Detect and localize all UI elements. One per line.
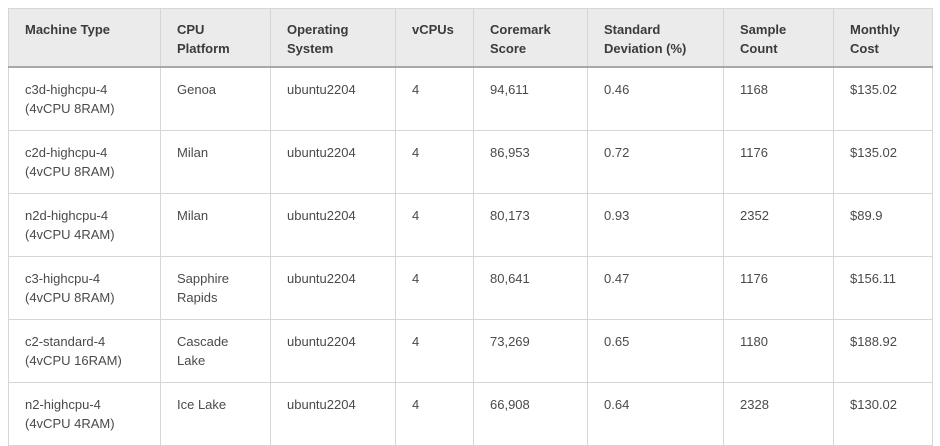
cell-vcpus: 4 bbox=[395, 256, 474, 320]
cell-operating-system: ubuntu2204 bbox=[270, 66, 396, 131]
cell-standard-deviation: 0.64 bbox=[587, 382, 724, 446]
cell-coremark-score: 80,641 bbox=[473, 256, 588, 320]
cell-standard-deviation: 0.65 bbox=[587, 319, 724, 383]
cell-machine-type: c2d-highcpu-4 (4vCPU 8RAM) bbox=[8, 130, 161, 194]
cell-monthly-cost: $135.02 bbox=[833, 130, 933, 194]
cell-monthly-cost: $135.02 bbox=[833, 66, 933, 131]
cell-vcpus: 4 bbox=[395, 66, 474, 131]
column-header-coremark-score: Coremark Score bbox=[473, 8, 588, 68]
table-body: c3d-highcpu-4 (4vCPU 8RAM) Genoa ubuntu2… bbox=[8, 66, 933, 446]
cell-sample-count: 1168 bbox=[723, 66, 834, 131]
column-header-operating-system: Operating System bbox=[270, 8, 396, 68]
cell-machine-type: n2d-highcpu-4 (4vCPU 4RAM) bbox=[8, 193, 161, 257]
cell-vcpus: 4 bbox=[395, 319, 474, 383]
cell-machine-type: c3-highcpu-4 (4vCPU 8RAM) bbox=[8, 256, 161, 320]
column-header-vcpus: vCPUs bbox=[395, 8, 474, 68]
cell-monthly-cost: $130.02 bbox=[833, 382, 933, 446]
benchmark-table-container: Machine Type CPU Platform Operating Syst… bbox=[8, 8, 933, 446]
table-header: Machine Type CPU Platform Operating Syst… bbox=[8, 8, 933, 68]
cell-cpu-platform: Milan bbox=[160, 130, 271, 194]
cell-machine-type: c2-standard-4 (4vCPU 16RAM) bbox=[8, 319, 161, 383]
cell-cpu-platform: Sapphire Rapids bbox=[160, 256, 271, 320]
cell-sample-count: 2328 bbox=[723, 382, 834, 446]
cell-operating-system: ubuntu2204 bbox=[270, 130, 396, 194]
cell-coremark-score: 94,611 bbox=[473, 66, 588, 131]
cell-monthly-cost: $156.11 bbox=[833, 256, 933, 320]
cell-standard-deviation: 0.72 bbox=[587, 130, 724, 194]
cell-cpu-platform: Ice Lake bbox=[160, 382, 271, 446]
column-header-machine-type: Machine Type bbox=[8, 8, 161, 68]
table-row: n2-highcpu-4 (4vCPU 4RAM) Ice Lake ubunt… bbox=[8, 382, 933, 446]
cell-standard-deviation: 0.47 bbox=[587, 256, 724, 320]
table-row: n2d-highcpu-4 (4vCPU 4RAM) Milan ubuntu2… bbox=[8, 193, 933, 257]
benchmark-table: Machine Type CPU Platform Operating Syst… bbox=[8, 8, 933, 446]
table-row: c3-highcpu-4 (4vCPU 8RAM) Sapphire Rapid… bbox=[8, 256, 933, 320]
cell-cpu-platform: Milan bbox=[160, 193, 271, 257]
cell-cpu-platform: Cascade Lake bbox=[160, 319, 271, 383]
cell-operating-system: ubuntu2204 bbox=[270, 193, 396, 257]
table-row: c2d-highcpu-4 (4vCPU 8RAM) Milan ubuntu2… bbox=[8, 130, 933, 194]
header-row: Machine Type CPU Platform Operating Syst… bbox=[8, 8, 933, 68]
cell-vcpus: 4 bbox=[395, 382, 474, 446]
cell-coremark-score: 66,908 bbox=[473, 382, 588, 446]
cell-coremark-score: 86,953 bbox=[473, 130, 588, 194]
cell-vcpus: 4 bbox=[395, 130, 474, 194]
cell-monthly-cost: $188.92 bbox=[833, 319, 933, 383]
cell-standard-deviation: 0.46 bbox=[587, 66, 724, 131]
cell-sample-count: 1176 bbox=[723, 256, 834, 320]
column-header-sample-count: Sample Count bbox=[723, 8, 834, 68]
table-row: c3d-highcpu-4 (4vCPU 8RAM) Genoa ubuntu2… bbox=[8, 66, 933, 131]
cell-operating-system: ubuntu2204 bbox=[270, 256, 396, 320]
cell-machine-type: c3d-highcpu-4 (4vCPU 8RAM) bbox=[8, 66, 161, 131]
cell-sample-count: 1176 bbox=[723, 130, 834, 194]
cell-vcpus: 4 bbox=[395, 193, 474, 257]
cell-machine-type: n2-highcpu-4 (4vCPU 4RAM) bbox=[8, 382, 161, 446]
cell-coremark-score: 80,173 bbox=[473, 193, 588, 257]
cell-cpu-platform: Genoa bbox=[160, 66, 271, 131]
cell-standard-deviation: 0.93 bbox=[587, 193, 724, 257]
column-header-cpu-platform: CPU Platform bbox=[160, 8, 271, 68]
cell-monthly-cost: $89.9 bbox=[833, 193, 933, 257]
table-row: c2-standard-4 (4vCPU 16RAM) Cascade Lake… bbox=[8, 319, 933, 383]
cell-sample-count: 1180 bbox=[723, 319, 834, 383]
cell-operating-system: ubuntu2204 bbox=[270, 319, 396, 383]
column-header-monthly-cost: Monthly Cost bbox=[833, 8, 933, 68]
cell-operating-system: ubuntu2204 bbox=[270, 382, 396, 446]
cell-coremark-score: 73,269 bbox=[473, 319, 588, 383]
cell-sample-count: 2352 bbox=[723, 193, 834, 257]
column-header-standard-deviation: Standard Deviation (%) bbox=[587, 8, 724, 68]
